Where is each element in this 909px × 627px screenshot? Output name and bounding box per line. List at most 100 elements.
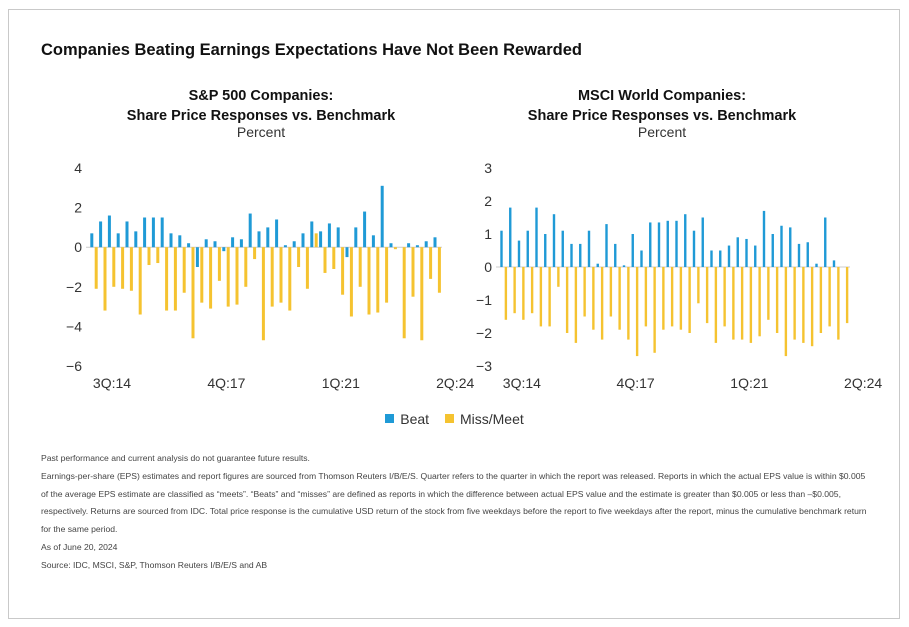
sp500-bar-beat [389, 243, 393, 248]
msci-bar-miss [618, 267, 621, 330]
sp500-bar-beat [433, 237, 437, 248]
msci-bar-miss [565, 267, 569, 333]
msci-bar-miss [504, 267, 508, 320]
legend-item-miss: Miss/Meet [444, 410, 524, 427]
sp500-bar-miss [279, 247, 283, 303]
sp500-xtick-label: 2Q:24 [436, 375, 474, 391]
sp500-bar-miss [191, 247, 195, 339]
sp500-bar-miss [288, 247, 292, 311]
chart-2-title-line2: Share Price Responses vs. Benchmark [527, 108, 797, 124]
sp500-bar-beat [248, 213, 252, 248]
sp500-bar-miss [297, 247, 301, 267]
sp500-ytick-label: 2 [74, 200, 82, 216]
legend-swatch-miss [444, 414, 454, 423]
chart-1-title: S&P 500 Companies: Share Price Responses… [81, 86, 441, 126]
sp500-xtick-label: 1Q:21 [322, 375, 360, 391]
msci-xtick-label: 3Q:14 [503, 375, 541, 391]
sp500-bar-miss [411, 247, 415, 297]
figure-title: Companies Beating Earnings Expectations … [41, 41, 582, 59]
sp500-bar-miss [270, 247, 274, 307]
msci-bar-miss [574, 267, 578, 343]
sp500-bar-beat [151, 217, 155, 248]
msci-bar-miss [679, 267, 683, 330]
msci-ytick-label: 0 [484, 259, 492, 275]
sp500-ytick-label: 4 [74, 160, 82, 176]
msci-bar-beat [771, 234, 774, 267]
sp500-bar-beat [222, 247, 226, 252]
sp500-bar-miss [261, 247, 265, 341]
msci-bar-beat [622, 265, 626, 267]
sp500-bar-beat [424, 241, 428, 248]
sp500-bar-miss [94, 247, 98, 289]
sp500-bar-miss [182, 247, 186, 293]
sp500-bar-beat [283, 245, 287, 248]
msci-bar-miss [819, 267, 823, 333]
msci-bar-miss [530, 267, 534, 314]
msci-bar-miss [705, 267, 709, 324]
sp500-bar-miss [402, 247, 406, 339]
legend: Beat Miss/Meet [0, 410, 909, 427]
msci-bar-beat [745, 238, 748, 267]
msci-xtick-label: 2Q:24 [844, 375, 882, 391]
msci-bar-beat [832, 260, 836, 267]
sp500-bar-miss [314, 233, 318, 248]
msci-ytick-label: −2 [476, 325, 492, 341]
msci-bar-miss [793, 267, 796, 340]
sp500-bar-miss [103, 247, 107, 311]
sp500-bar-beat [266, 227, 270, 248]
msci-bar-beat [754, 245, 757, 267]
sp500-bar-beat [143, 217, 147, 248]
sp500-bar-beat [363, 211, 367, 248]
msci-bar-beat [780, 225, 783, 267]
sp500-bar-beat [345, 247, 349, 258]
msci-bar-beat [544, 234, 547, 267]
msci-bar-beat [824, 217, 827, 267]
sp500-bar-miss [121, 247, 125, 289]
sp500-bar-miss [420, 247, 424, 341]
msci-bar-miss [837, 267, 840, 340]
msci-bar-miss [609, 267, 613, 317]
sp500-bar-beat [354, 227, 358, 248]
sp500-xtick-label: 3Q:14 [93, 375, 131, 391]
sp500-bar-beat [195, 247, 199, 267]
msci-bar-beat [552, 214, 556, 267]
footnotes: Past performance and current analysis do… [41, 450, 871, 575]
msci-bar-miss [513, 267, 516, 314]
sp500-bar-miss [217, 247, 221, 281]
sp500-bar-miss [226, 247, 230, 307]
sp500-bar-miss [209, 247, 213, 309]
chart-1-title-line1: S&P 500 Companies: [188, 88, 334, 104]
msci-bar-beat [605, 224, 608, 267]
msci-bar-beat [649, 222, 652, 267]
msci-bar-miss [592, 267, 595, 330]
msci-bar-beat [614, 243, 617, 267]
sp500-bar-miss [393, 247, 397, 250]
msci-bar-beat [561, 230, 564, 267]
sp500-bar-beat [380, 185, 384, 248]
sp500-bar-miss [305, 247, 309, 289]
msci-bar-beat [570, 243, 573, 267]
msci-bar-miss [583, 267, 586, 317]
msci-bar-miss [539, 267, 543, 327]
sp500-bar-miss [165, 247, 169, 311]
sp500-bar-beat [275, 219, 279, 248]
chart-2-title: MSCI World Companies: Share Price Respon… [482, 86, 842, 126]
msci-bar-beat [517, 240, 521, 267]
msci-bar-beat [500, 230, 503, 267]
sp500-bar-beat [239, 239, 243, 248]
msci-xtick-label: 1Q:21 [730, 375, 768, 391]
msci-bar-beat [719, 250, 722, 267]
sp500-bar-miss [147, 247, 151, 266]
msci-bar-miss [767, 267, 770, 320]
sp500-bar-miss [244, 247, 248, 287]
legend-label-miss: Miss/Meet [459, 410, 524, 427]
sp500-bar-beat [134, 231, 138, 248]
sp500-bar-beat [160, 217, 164, 248]
sp500-bar-miss [385, 247, 389, 303]
msci-bar-beat [535, 207, 538, 267]
sp500-bar-miss [332, 247, 336, 269]
msci-ytick-label: −3 [476, 358, 492, 374]
msci-bar-beat [710, 250, 713, 267]
msci-bar-beat [736, 237, 739, 267]
